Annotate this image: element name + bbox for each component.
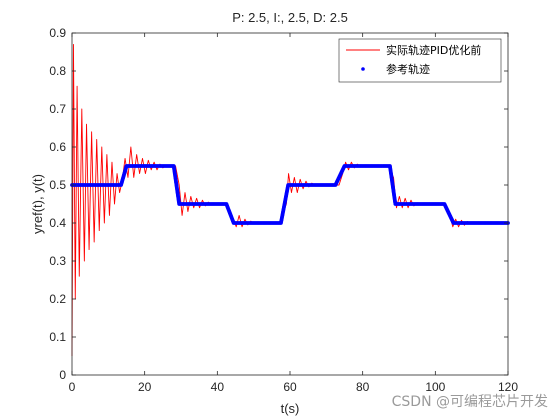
x-tick-label: 100	[425, 380, 445, 394]
y-axis-label: yref(t), y(t)	[30, 174, 45, 234]
watermark: CSDN @可编程芯片开发	[392, 394, 548, 410]
legend-swatch-reference	[361, 67, 365, 71]
legend-box	[338, 38, 502, 83]
y-tick-label: 0.9	[49, 26, 66, 40]
x-tick-label: 60	[283, 380, 297, 394]
legend: 实际轨迹PID优化前 参考轨迹	[338, 38, 502, 83]
legend-label-reference: 参考轨迹	[386, 62, 430, 76]
series-markers-reference	[70, 164, 510, 225]
x-tick-label: 0	[69, 380, 76, 394]
y-tick-label: 0.4	[49, 216, 66, 230]
x-tick-label: 20	[138, 380, 152, 394]
series-layer	[70, 43, 510, 357]
y-tick-label: 0.3	[49, 254, 66, 268]
series-line-actual	[71, 43, 508, 357]
chart-title: P: 2.5, I:, 2.5, D: 2.5	[232, 10, 348, 25]
y-tick-label: 0.2	[49, 292, 66, 306]
x-axis-label: t(s)	[281, 401, 300, 416]
x-tick-label: 120	[498, 380, 518, 394]
x-tick-label: 80	[356, 380, 370, 394]
y-tick-label: 0.1	[49, 330, 66, 344]
y-axis: 0 0.1 0.2 0.3 0.4 0.5 0.6 0.7 0.8 0.9	[49, 26, 508, 382]
legend-label-actual: 实际轨迹PID优化前	[386, 43, 481, 57]
x-tick-label: 40	[211, 380, 225, 394]
y-tick-label: 0.6	[49, 140, 66, 154]
y-tick-label: 0.8	[49, 64, 66, 78]
y-tick-label: 0.7	[49, 102, 66, 116]
plot-area: 0 20 40 60 80 100 120 0 0.1 0.2 0.3 0.4 0.5 0.6 0.7 0.…	[49, 26, 518, 394]
y-tick-label: 0.5	[49, 178, 66, 192]
y-tick-label: 0	[59, 368, 66, 382]
x-axis: 0 20 40 60 80 100 120	[69, 33, 518, 394]
